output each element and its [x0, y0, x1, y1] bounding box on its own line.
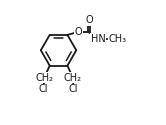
- Text: CH₃: CH₃: [109, 34, 127, 44]
- Text: CH₂: CH₂: [64, 73, 82, 83]
- Text: CH₂: CH₂: [35, 73, 53, 83]
- Text: O: O: [74, 27, 82, 37]
- Text: O: O: [85, 15, 93, 25]
- Text: Cl: Cl: [39, 84, 48, 94]
- Text: Cl: Cl: [69, 84, 78, 94]
- Text: HN: HN: [91, 34, 106, 44]
